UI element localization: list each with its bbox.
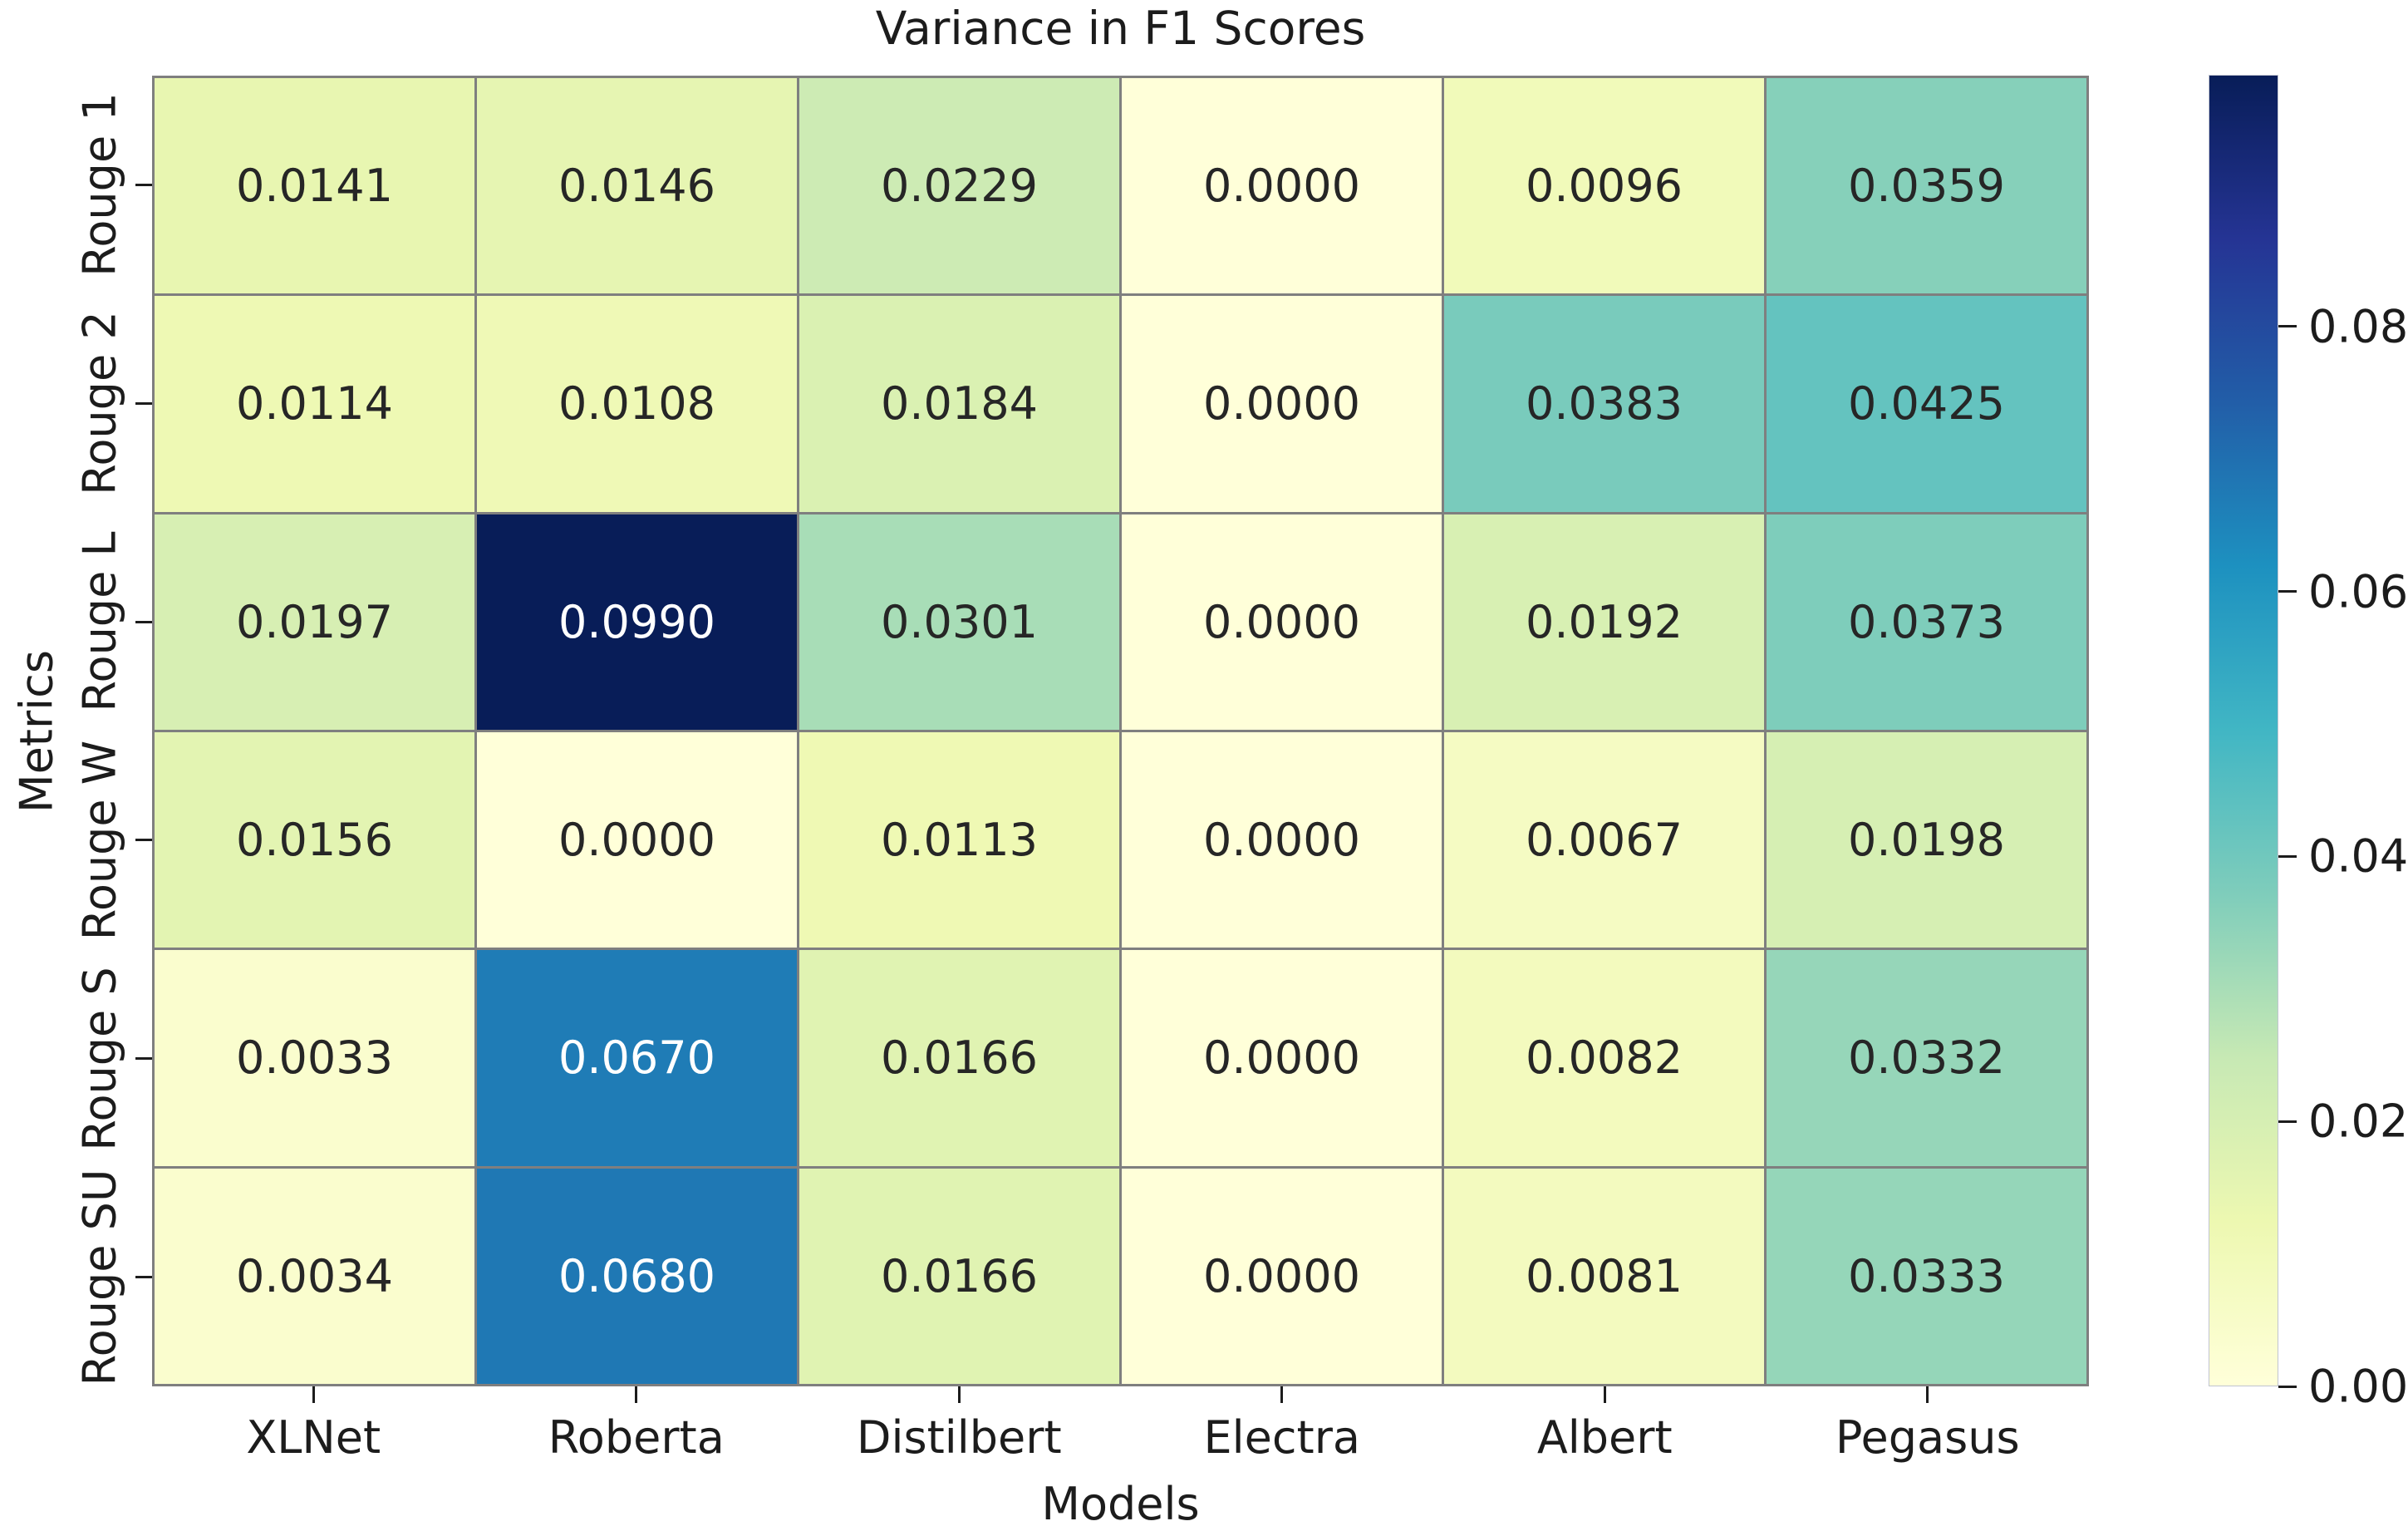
heatmap-cell: 0.0000 <box>1122 1168 1442 1384</box>
y-tick-mark <box>135 1057 152 1061</box>
chart-title: Variance in F1 Scores <box>875 2 1366 55</box>
heatmap-cell: 0.0373 <box>1767 514 2086 730</box>
x-tick-mark <box>635 1386 638 1403</box>
y-tick-mark <box>135 183 152 186</box>
heatmap-grid: 0.0141 0.0146 0.0229 0.0000 0.0096 0.0359 0.01… <box>152 76 2089 1386</box>
heatmap-cell: 0.0166 <box>799 950 1119 1166</box>
heatmap-cell: 0.0081 <box>1444 1168 1764 1384</box>
colorbar-tick-label: 0.04 <box>2308 829 2408 883</box>
heatmap-cell: 0.0096 <box>1444 78 1764 294</box>
x-tick-label: Albert <box>1536 1411 1673 1464</box>
y-axis-label: Metrics <box>10 649 63 814</box>
x-tick-mark <box>1280 1386 1284 1403</box>
heatmap-cell: 0.0000 <box>1122 732 1442 948</box>
heatmap-cell: 0.0000 <box>477 732 797 948</box>
x-tick-mark <box>1926 1386 1929 1403</box>
heatmap-cell: 0.0114 <box>155 296 474 512</box>
heatmap-cell: 0.0034 <box>155 1168 474 1384</box>
heatmap-cell: 0.0670 <box>477 950 797 1166</box>
colorbar-tick-label: 0.06 <box>2308 565 2408 618</box>
heatmap-cell: 0.0332 <box>1767 950 2086 1166</box>
x-tick-mark <box>1603 1386 1606 1403</box>
y-tick-mark <box>135 401 152 405</box>
y-tick-mark <box>135 1276 152 1279</box>
heatmap-cell: 0.0425 <box>1767 296 2086 512</box>
heatmap-cell: 0.0000 <box>1122 78 1442 294</box>
y-tick-label: Rouge 2 <box>73 311 126 495</box>
x-axis-label: Models <box>1041 1478 1200 1530</box>
heatmap-cell: 0.0301 <box>799 514 1119 730</box>
x-tick-mark <box>312 1386 315 1403</box>
heatmap-cell: 0.0000 <box>1122 296 1442 512</box>
heatmap-cell: 0.0146 <box>477 78 797 294</box>
colorbar-tick-mark <box>2278 325 2297 328</box>
heatmap-cell: 0.0198 <box>1767 732 2086 948</box>
colorbar-tick-label: 0.02 <box>2308 1095 2408 1148</box>
heatmap-cell: 0.0141 <box>155 78 474 294</box>
colorbar-tick-label: 0.00 <box>2308 1360 2408 1413</box>
heatmap-cell: 0.0383 <box>1444 296 1764 512</box>
heatmap-cell: 0.0990 <box>477 514 797 730</box>
y-tick-label: Rouge W <box>73 740 126 941</box>
heatmap-cell: 0.0333 <box>1767 1168 2086 1384</box>
y-tick-label: Rouge SU <box>73 1169 126 1386</box>
colorbar-tick-mark <box>2278 1385 2297 1388</box>
y-tick-label: Rouge 1 <box>73 92 126 278</box>
x-tick-label: Roberta <box>548 1411 725 1464</box>
heatmap-cell: 0.0113 <box>799 732 1119 948</box>
x-tick-label: Distilbert <box>856 1411 1062 1464</box>
heatmap-cell: 0.0108 <box>477 296 797 512</box>
heatmap-cell: 0.0229 <box>799 78 1119 294</box>
y-tick-label: Rouge S <box>73 967 126 1151</box>
heatmap-cell: 0.0000 <box>1122 514 1442 730</box>
heatmap-cell: 0.0197 <box>155 514 474 730</box>
colorbar-tick-mark <box>2278 854 2297 858</box>
heatmap-cell: 0.0184 <box>799 296 1119 512</box>
colorbar-tick-label: 0.08 <box>2308 300 2408 353</box>
heatmap-cell: 0.0156 <box>155 732 474 948</box>
colorbar-tick-mark <box>2278 590 2297 593</box>
heatmap-cell: 0.0033 <box>155 950 474 1166</box>
heatmap-cell: 0.0359 <box>1767 78 2086 294</box>
heatmap-cell: 0.0000 <box>1122 950 1442 1166</box>
heatmap-cell: 0.0166 <box>799 1168 1119 1384</box>
x-tick-mark <box>957 1386 961 1403</box>
heatmap-cell: 0.0067 <box>1444 732 1764 948</box>
heatmap-cell: 0.0192 <box>1444 514 1764 730</box>
y-tick-label: Rouge L <box>73 531 126 712</box>
x-tick-label: XLNet <box>246 1411 381 1464</box>
heatmap-cell: 0.0082 <box>1444 950 1764 1166</box>
y-tick-mark <box>135 620 152 623</box>
colorbar <box>2209 75 2278 1386</box>
x-tick-label: Pegasus <box>1835 1411 2020 1464</box>
x-tick-label: Electra <box>1203 1411 1361 1464</box>
y-tick-mark <box>135 839 152 842</box>
colorbar-tick-mark <box>2278 1120 2297 1123</box>
heatmap-cell: 0.0680 <box>477 1168 797 1384</box>
